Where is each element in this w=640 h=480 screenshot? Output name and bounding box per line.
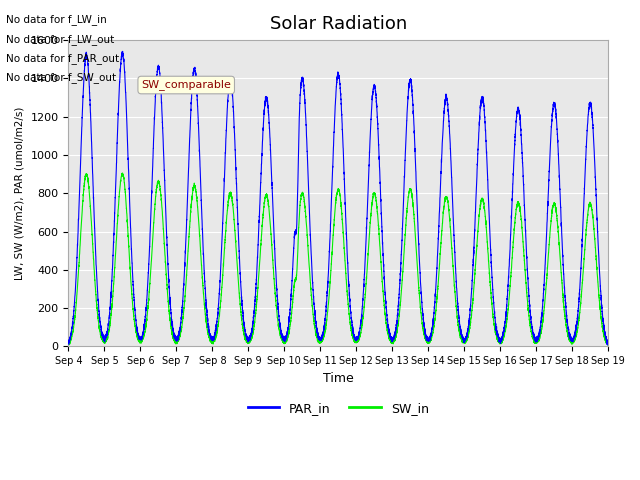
Title: Solar Radiation: Solar Radiation xyxy=(269,15,407,33)
Legend: PAR_in, SW_in: PAR_in, SW_in xyxy=(243,397,434,420)
Text: No data for f_PAR_out: No data for f_PAR_out xyxy=(6,53,120,64)
Text: No data for f_LW_out: No data for f_LW_out xyxy=(6,34,115,45)
Text: SW_comparable: SW_comparable xyxy=(141,80,231,91)
Text: No data for f_SW_out: No data for f_SW_out xyxy=(6,72,116,83)
Y-axis label: LW, SW (W/m2), PAR (umol/m2/s): LW, SW (W/m2), PAR (umol/m2/s) xyxy=(15,107,25,280)
Text: No data for f_LW_in: No data for f_LW_in xyxy=(6,14,107,25)
X-axis label: Time: Time xyxy=(323,372,354,384)
